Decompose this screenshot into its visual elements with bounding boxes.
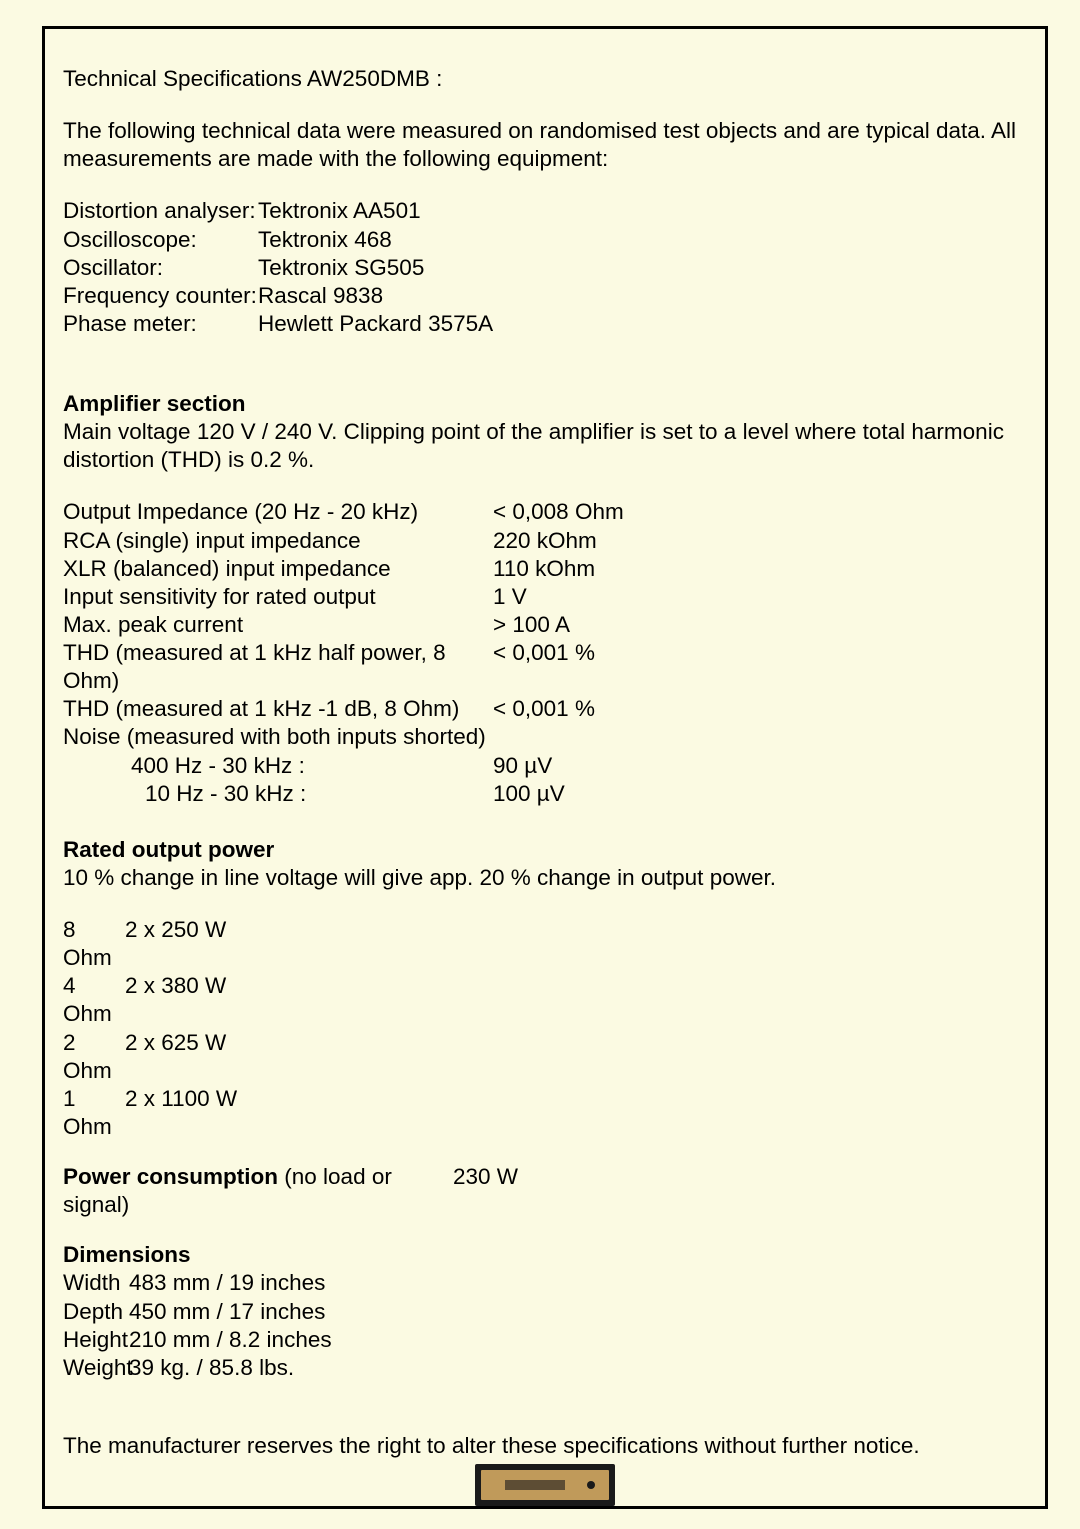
spec-row: Input sensitivity for rated output1 V [63,583,1025,611]
spacer [63,808,1025,836]
dim-row: Depth450 mm / 17 inches [63,1298,1025,1326]
amplifier-section: Amplifier section Main voltage 120 V / 2… [63,390,1025,808]
content-frame: Technical Specifications AW250DMB : The … [42,26,1048,1509]
spec-value: 110 kOhm [493,555,595,583]
spec-label: RCA (single) input impedance [63,527,493,555]
equipment-label: Oscillator: [63,254,258,282]
spec-value: < 0,008 Ohm [493,498,624,526]
spec-row: RCA (single) input impedance220 kOhm [63,527,1025,555]
equipment-value: Tektronix 468 [258,226,392,254]
equipment-label: Oscilloscope: [63,226,258,254]
power-consumption-label-bold: Power consumption [63,1164,278,1189]
equipment-label: Phase meter: [63,310,258,338]
rated-power-heading: Rated output power [63,836,1025,864]
dim-label: Height [63,1326,129,1354]
equipment-label: Distortion analyser: [63,197,258,225]
equipment-row: Oscillator: Tektronix SG505 [63,254,1025,282]
equipment-value: Tektronix AA501 [258,197,421,225]
noise-label: 400 Hz - 30 kHz : [63,752,493,780]
spec-row: THD (measured at 1 kHz half power, 8 Ohm… [63,639,1025,695]
spacer [63,1382,1025,1432]
dim-row: Height210 mm / 8.2 inches [63,1326,1025,1354]
equipment-row: Distortion analyser: Tektronix AA501 [63,197,1025,225]
dimensions-heading: Dimensions [63,1241,1025,1269]
dim-label: Depth [63,1298,129,1326]
content-body: Technical Specifications AW250DMB : The … [63,65,1025,1460]
dim-row: Width483 mm / 19 inches [63,1269,1025,1297]
power-row: 1 Ohm2 x 1100 W [63,1085,1025,1141]
spec-label: THD (measured at 1 kHz half power, 8 Ohm… [63,639,493,695]
noise-row: 10 Hz - 30 kHz :100 µV [63,780,1025,808]
spec-label: THD (measured at 1 kHz -1 dB, 8 Ohm) [63,695,493,723]
rated-power-desc: 10 % change in line voltage will give ap… [63,864,1025,892]
power-row: 8 Ohm2 x 250 W [63,916,1025,972]
spec-label: Max. peak current [63,611,493,639]
spec-row: THD (measured at 1 kHz -1 dB, 8 Ohm)< 0,… [63,695,1025,723]
power-consumption-row: Power consumption (no load or signal) 23… [63,1163,1025,1219]
power-consumption-label: Power consumption (no load or signal) [63,1163,453,1219]
equipment-value: Rascal 9838 [258,282,383,310]
spec-row: XLR (balanced) input impedance110 kOhm [63,555,1025,583]
spacer [63,1219,1025,1241]
spec-value: > 100 A [493,611,570,639]
spec-label: Input sensitivity for rated output [63,583,493,611]
noise-value: 100 µV [493,780,565,808]
spacer [63,1141,1025,1163]
dim-label: Weight [63,1354,129,1382]
spec-row: Max. peak current> 100 A [63,611,1025,639]
power-consumption-value: 230 W [453,1163,518,1219]
noise-heading: Noise (measured with both inputs shorted… [63,723,1025,751]
spacer [63,362,1025,390]
equipment-label: Frequency counter: [63,282,258,310]
equipment-value: Tektronix SG505 [258,254,424,282]
power-label: 4 Ohm [63,972,125,1028]
dim-value: 450 mm / 17 inches [129,1298,325,1326]
rated-power-section: Rated output power 10 % change in line v… [63,836,1025,1141]
amplifier-desc: Main voltage 120 V / 240 V. Clipping poi… [63,418,1025,474]
spec-value: < 0,001 % [493,639,595,695]
page: Technical Specifications AW250DMB : The … [0,0,1080,1529]
rated-power-rows: 8 Ohm2 x 250 W 4 Ohm2 x 380 W 2 Ohm2 x 6… [63,916,1025,1141]
amplifier-product-image [465,1456,625,1506]
equipment-value: Hewlett Packard 3575A [258,310,493,338]
dim-row: Weight39 kg. / 85.8 lbs. [63,1354,1025,1382]
noise-row: 400 Hz - 30 kHz :90 µV [63,752,1025,780]
power-value: 2 x 250 W [125,916,226,972]
power-value: 2 x 625 W [125,1029,226,1085]
noise-value: 90 µV [493,752,552,780]
power-label: 1 Ohm [63,1085,125,1141]
dim-value: 39 kg. / 85.8 lbs. [129,1354,294,1382]
power-label: 8 Ohm [63,916,125,972]
dim-value: 210 mm / 8.2 inches [129,1326,332,1354]
dim-value: 483 mm / 19 inches [129,1269,325,1297]
equipment-row: Oscilloscope: Tektronix 468 [63,226,1025,254]
equipment-list: Distortion analyser: Tektronix AA501 Osc… [63,197,1025,338]
equipment-row: Phase meter: Hewlett Packard 3575A [63,310,1025,338]
dimensions-section: Dimensions Width483 mm / 19 inches Depth… [63,1241,1025,1382]
power-value: 2 x 380 W [125,972,226,1028]
intro-paragraph: The following technical data were measur… [63,117,1025,173]
equipment-row: Frequency counter: Rascal 9838 [63,282,1025,310]
spec-label: Output Impedance (20 Hz - 20 kHz) [63,498,493,526]
spec-row: Output Impedance (20 Hz - 20 kHz)< 0,008… [63,498,1025,526]
spec-value: < 0,001 % [493,695,595,723]
dim-label: Width [63,1269,129,1297]
spec-value: 220 kOhm [493,527,597,555]
power-row: 2 Ohm2 x 625 W [63,1029,1025,1085]
noise-label: 10 Hz - 30 kHz : [63,780,493,808]
power-value: 2 x 1100 W [125,1085,237,1141]
amplifier-specs: Output Impedance (20 Hz - 20 kHz)< 0,008… [63,498,1025,807]
title: Technical Specifications AW250DMB : [63,65,1025,93]
spec-label: XLR (balanced) input impedance [63,555,493,583]
spec-value: 1 V [493,583,527,611]
amplifier-heading: Amplifier section [63,390,1025,418]
power-row: 4 Ohm2 x 380 W [63,972,1025,1028]
power-label: 2 Ohm [63,1029,125,1085]
